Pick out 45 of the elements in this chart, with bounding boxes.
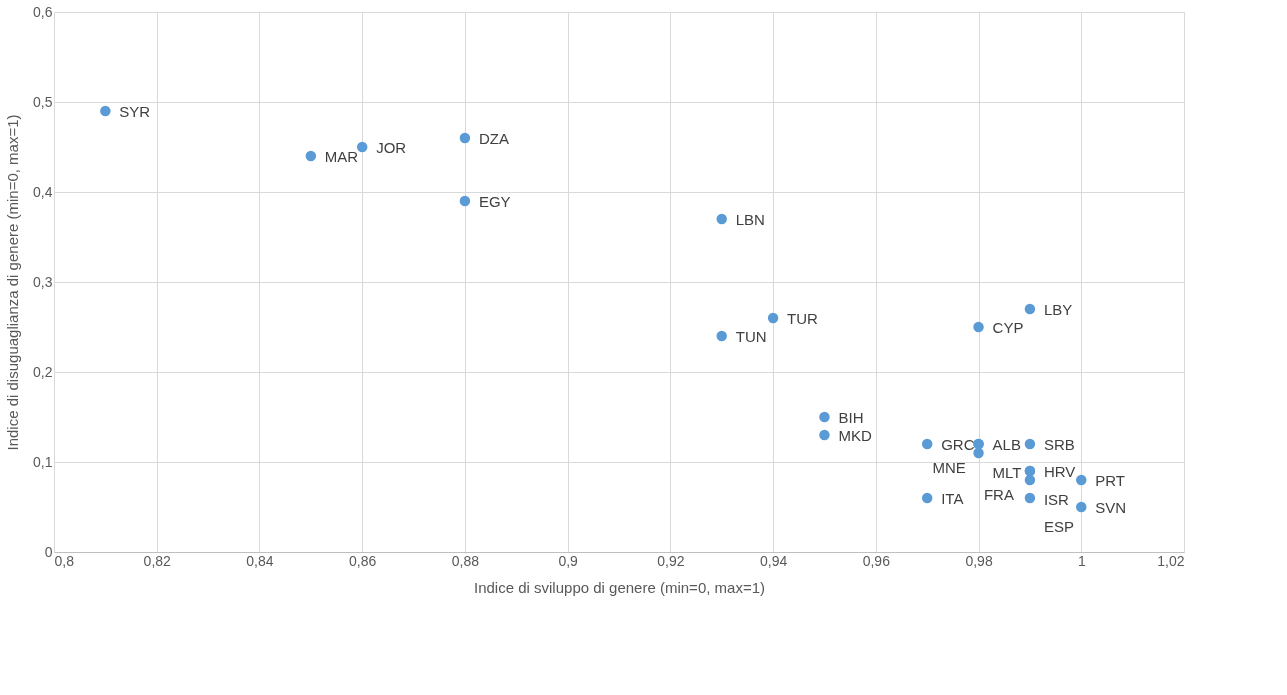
- y-tick-label: 0,4: [33, 183, 53, 200]
- data-label: MAR: [324, 148, 359, 165]
- data-label: ESP: [1043, 518, 1074, 535]
- data-label: GRC: [941, 436, 975, 453]
- x-tick-label: 1: [1077, 552, 1086, 569]
- y-axis-title: Indice di disuguaglianza di genere (min=0, max=1): [4, 114, 22, 451]
- data-label: SVN: [1095, 499, 1127, 516]
- y-tick-label: 0,6: [33, 3, 53, 20]
- data-label: ALB: [992, 436, 1021, 453]
- data-label: TUR: [787, 310, 819, 327]
- data-label: PRT: [1095, 472, 1126, 489]
- data-label: LBN: [735, 211, 765, 228]
- x-tick-label: 0,96: [862, 552, 891, 569]
- data-label: ISR: [1043, 491, 1070, 508]
- data-label: LBY: [1043, 301, 1073, 318]
- x-tick-label: 0,98: [965, 552, 993, 569]
- data-label: MLT: [992, 464, 1022, 481]
- x-tick-label: 0,9: [558, 552, 579, 569]
- x-tick-label: 0,92: [657, 552, 685, 569]
- y-tick-label: 0,3: [33, 273, 53, 290]
- x-tick-label: 1,02: [1157, 552, 1185, 569]
- data-label: CYP: [992, 319, 1024, 336]
- data-label: MKD: [838, 427, 872, 444]
- x-tick-label: 0,94: [759, 552, 788, 569]
- x-tick-label: 0,86: [349, 552, 377, 569]
- x-axis-title: Indice di sviluppo di genere (min=0, max=1): [474, 578, 765, 596]
- data-label: HRV: [1043, 463, 1076, 480]
- data-label: SYR: [119, 103, 151, 120]
- x-tick-label: 0,84: [246, 552, 274, 569]
- y-tick-label: 0,2: [33, 363, 53, 380]
- data-label: FRA: [983, 486, 1014, 503]
- data-label: SRB: [1043, 436, 1075, 453]
- data-label: JOR: [376, 139, 407, 156]
- data-label: DZA: [478, 130, 509, 147]
- x-tick-label: 0,82: [143, 552, 172, 569]
- y-tick-label: 0,1: [33, 453, 53, 470]
- data-label: ITA: [941, 490, 964, 507]
- data-label: MNE: [932, 459, 966, 476]
- y-tick-label: 0,5: [33, 93, 53, 110]
- x-tick-label: 0,8: [54, 552, 75, 569]
- data-label: TUN: [735, 328, 767, 345]
- x-tick-label: 0,88: [451, 552, 480, 569]
- data-label: EGY: [478, 193, 511, 210]
- y-tick-label: 0: [44, 543, 53, 560]
- data-label: BIH: [838, 409, 864, 426]
